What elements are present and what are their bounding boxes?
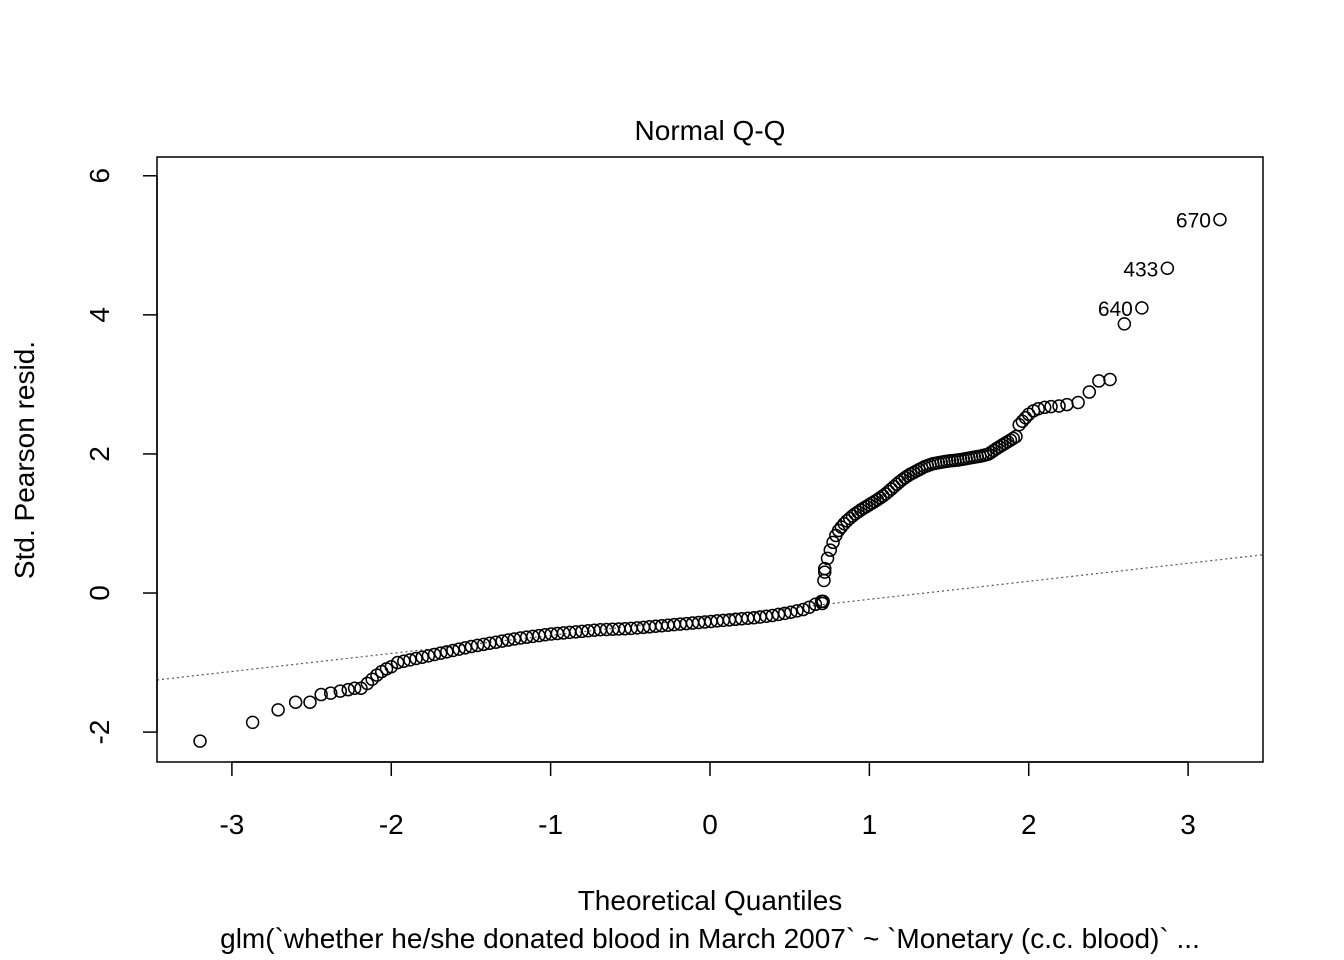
data-point (409, 651, 423, 666)
data-point (347, 681, 362, 696)
x-tick-label: 1 (862, 809, 878, 840)
data-point (1044, 399, 1058, 414)
y-tick-label: -2 (84, 720, 115, 745)
point-label: 640 (1098, 298, 1133, 321)
y-axis-label: Std. Pearson resid. (9, 341, 40, 579)
data-points (193, 212, 1227, 748)
data-point (323, 686, 338, 700)
data-point (784, 605, 798, 619)
data-point (796, 602, 810, 617)
data-point (245, 715, 260, 730)
data-point (365, 672, 379, 686)
data-point (314, 687, 328, 702)
data-point (1213, 212, 1227, 227)
data-point (390, 655, 405, 670)
data-point (808, 597, 823, 612)
x-tick-label: 3 (1180, 809, 1196, 840)
data-point (820, 551, 835, 566)
data-point (1135, 301, 1149, 315)
data-point (415, 650, 429, 664)
data-point (1012, 417, 1026, 432)
data-point (1052, 399, 1066, 413)
data-point (1103, 372, 1117, 387)
model-caption: glm(`whether he/she donated blood in Mar… (220, 923, 1200, 954)
x-tick-label: -1 (538, 809, 563, 840)
chart-title: Normal Q-Q (635, 115, 786, 146)
data-point (1031, 401, 1046, 416)
data-point (341, 682, 355, 697)
data-point (433, 646, 448, 660)
y-tick-label: 0 (84, 585, 115, 601)
x-tick-label: 2 (1021, 809, 1037, 840)
data-point (303, 695, 317, 709)
plot-frame (156, 156, 1264, 763)
point-label: 670 (1176, 210, 1211, 233)
reference-line (156, 554, 1264, 681)
data-point (333, 684, 348, 698)
y-axis: -2 0 2 4 6 (84, 168, 158, 745)
data-point (1071, 395, 1085, 410)
data-point (288, 695, 303, 709)
data-point (271, 703, 285, 717)
point-labels: 670 433 640 (1098, 210, 1211, 321)
data-point (823, 543, 838, 557)
data-point (1037, 400, 1052, 415)
y-tick-label: 6 (84, 168, 115, 184)
x-axis-label: Theoretical Quantiles (578, 885, 843, 916)
data-point (817, 561, 832, 576)
data-point (1006, 431, 1020, 446)
data-point (421, 649, 436, 663)
data-point (1060, 397, 1074, 412)
data-point (1082, 385, 1097, 399)
data-point (397, 654, 411, 668)
data-point (1018, 411, 1033, 425)
data-point (1117, 317, 1132, 331)
data-point (193, 734, 207, 748)
data-point (790, 604, 804, 618)
data-point (826, 535, 840, 550)
data-point (817, 565, 832, 579)
x-tick-label: -3 (219, 809, 244, 840)
data-point (452, 642, 466, 656)
data-point (814, 594, 829, 609)
data-point (1015, 414, 1030, 429)
x-tick-label: -2 (379, 809, 404, 840)
data-point (1160, 261, 1175, 276)
data-point (427, 647, 442, 662)
x-tick-label: 0 (702, 809, 718, 840)
data-point (446, 643, 460, 658)
y-tick-label: 4 (84, 307, 115, 323)
point-label: 433 (1123, 258, 1158, 281)
y-tick-label: 2 (84, 446, 115, 462)
data-point (802, 600, 817, 615)
data-point (1009, 429, 1023, 444)
data-point (440, 645, 454, 659)
x-axis: -3 -2 -1 0 1 2 3 (219, 761, 1196, 840)
data-point (1092, 374, 1106, 388)
data-point (403, 653, 417, 667)
data-point (360, 676, 375, 691)
data-point (777, 606, 792, 621)
